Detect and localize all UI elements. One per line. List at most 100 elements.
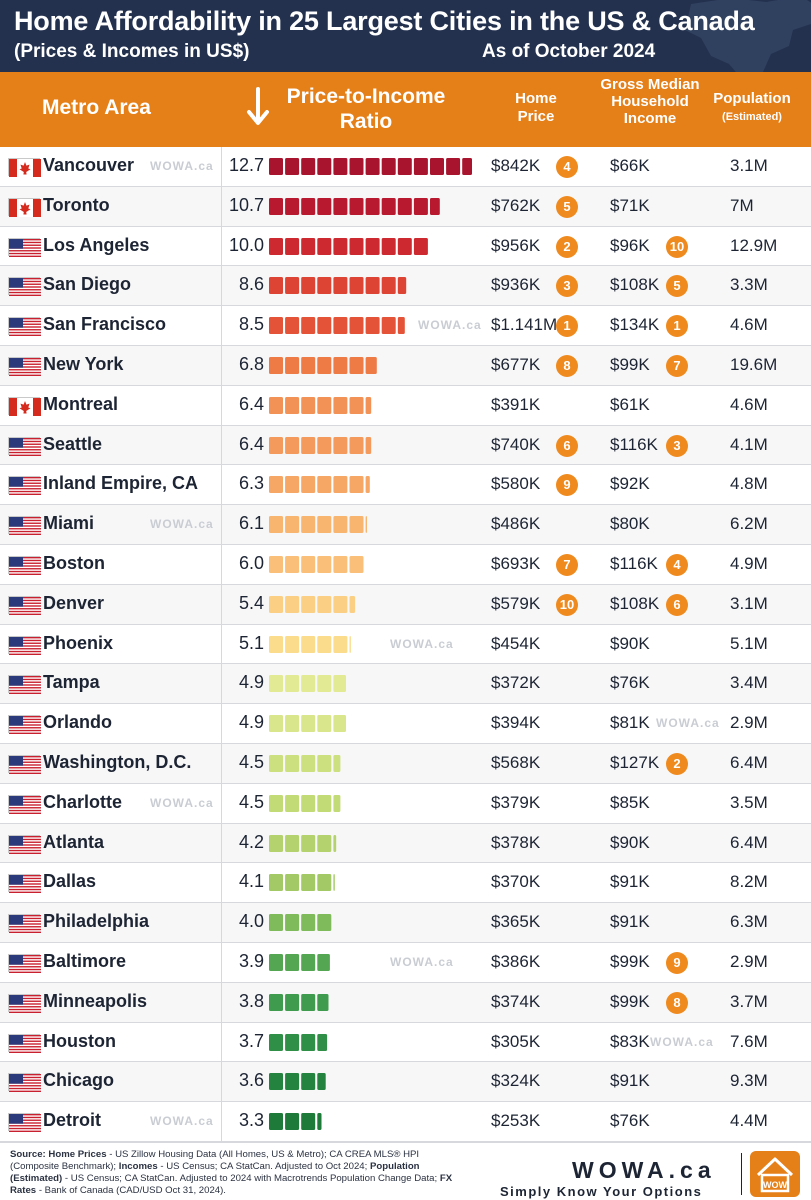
bar-segment — [301, 914, 316, 932]
source-population-label: Population (Estimated) — [10, 1161, 420, 1184]
bar-segment — [365, 197, 380, 215]
bar-segment — [301, 356, 316, 374]
bar-segment — [269, 158, 283, 175]
column-divider — [221, 465, 222, 505]
bar-segment — [269, 675, 283, 693]
bar-segment — [397, 277, 407, 295]
ratio-bar-svg — [269, 197, 440, 215]
source-incomes-label: Incomes — [118, 1161, 158, 1172]
bar-segment — [285, 237, 300, 255]
city-name: Detroit — [43, 1110, 101, 1131]
bar-segment — [317, 794, 332, 812]
table-row: Inland Empire, CA 6.3 $580K 9 $92K 4.8M — [0, 465, 811, 506]
household-income: $83K — [610, 1031, 650, 1051]
household-income: $99K — [610, 951, 650, 971]
watermark-text: WOWA.ca — [418, 318, 482, 333]
bar-segment — [301, 317, 316, 335]
population-value: 4.6M — [730, 315, 768, 335]
bar-segment — [269, 874, 283, 892]
bar-segment — [333, 436, 348, 454]
bar-segment — [301, 1073, 316, 1091]
ratio-bar-svg — [269, 914, 332, 932]
ratio-bar-svg — [269, 555, 364, 573]
bar-segment — [285, 953, 300, 971]
population-value: 4.6M — [730, 394, 768, 414]
income-rank-badge: 10 — [666, 235, 688, 258]
city-name: Inland Empire, CA — [43, 473, 199, 494]
usa-flag-icon — [8, 317, 41, 337]
home-price: $842K — [491, 156, 541, 175]
watermark-text: WOWA.ca — [390, 636, 454, 651]
bar-segment — [285, 874, 300, 892]
ratio-value: 8.6 — [238, 274, 264, 295]
population-header-note: (Estimated) — [722, 111, 782, 123]
logo-text: WOW — [763, 1180, 787, 1190]
ratio-bar — [269, 993, 489, 1012]
usa-flag-icon — [8, 874, 41, 894]
bar-segment — [333, 834, 337, 852]
home-price: $365K — [491, 912, 541, 932]
population-value: 3.3M — [730, 275, 768, 295]
bar-segment — [349, 356, 364, 374]
ratio-bar-svg — [269, 396, 372, 414]
usa-flag-icon — [8, 993, 41, 1013]
income-rank-badge: 7 — [666, 354, 688, 377]
ratio-bar-svg — [269, 317, 405, 335]
bar-segment — [333, 595, 348, 613]
watermark-text: WOWA.ca — [390, 954, 454, 969]
city-name: Miami — [43, 513, 95, 534]
bar-segment — [397, 158, 412, 175]
usa-flag-icon — [8, 516, 41, 536]
bar-segment — [365, 516, 367, 534]
ratio-bar — [269, 1033, 489, 1052]
bar-segment — [413, 158, 428, 175]
chart-title: Home Affordability in 25 Largest Cities … — [14, 6, 755, 36]
table-row: Orlando 4.9 $394K $81K 2.9M WOWA.ca — [0, 704, 811, 744]
ratio-value: 4.0 — [238, 911, 264, 932]
city-name: Dallas — [43, 871, 97, 892]
ratio-bar — [269, 555, 489, 574]
population-header-label: Population — [713, 90, 791, 107]
table-row: San Diego 8.6 $936K 3 $108K 5 3.3M — [0, 266, 811, 307]
table-row: Toronto 10.7 $762K 5 $71K 7M — [0, 186, 811, 227]
bar-segment — [269, 516, 283, 534]
ratio-bar-svg — [269, 516, 367, 534]
table-row: Washington, D.C. 4.5 $568K $127K 2 6.4M — [0, 743, 811, 784]
bar-segment — [462, 158, 472, 175]
chart-subtitle: (Prices & Incomes in US$) — [14, 41, 250, 62]
price-rank-badge: 5 — [556, 195, 578, 218]
watermark-text: WOWA.ca — [650, 1034, 714, 1049]
bar-segment — [269, 237, 283, 255]
bar-segment — [317, 396, 332, 414]
bar-segment — [269, 436, 283, 454]
ratio-value: 3.6 — [238, 1070, 264, 1091]
table-row: San Francisco 8.5 $1.141M 1 $134K 1 4.6M WOWA.c… — [0, 306, 811, 346]
bar-segment — [269, 476, 283, 494]
usa-flag-icon — [8, 1033, 41, 1053]
household-income: $90K — [610, 633, 650, 653]
title-bar: Home Affordability in 25 Largest Cities … — [0, 0, 811, 72]
home-price: $372K — [491, 673, 541, 693]
table-row: Miami 6.1 $486K $80K 6.2M WOWA.ca — [0, 505, 811, 545]
table-row: Montreal 6.4 $391K $61K 4.6M — [0, 385, 811, 426]
city-name: Orlando — [43, 712, 113, 733]
city-name: Toronto — [43, 194, 110, 215]
bar-segment — [317, 595, 332, 613]
watermark-text: WOWA.ca — [150, 1114, 214, 1129]
bar-segment — [333, 715, 346, 733]
bar-segment — [333, 874, 335, 892]
bar-segment — [317, 436, 332, 454]
bar-segment — [333, 675, 346, 693]
price-rank-badge: 4 — [556, 156, 578, 178]
source-note: Source: Home Prices - US Zillow Housing … — [10, 1149, 470, 1197]
household-income: $61K — [610, 394, 650, 414]
ratio-bar — [269, 715, 489, 733]
ratio-bar-svg — [269, 675, 346, 693]
bar-segment — [301, 476, 316, 494]
usa-flag-icon — [8, 436, 41, 456]
ratio-value: 8.5 — [238, 314, 264, 335]
ratio-bar — [269, 1073, 489, 1091]
bar-segment — [285, 1113, 300, 1131]
bar-segment — [349, 396, 364, 414]
population-value: 6.3M — [730, 912, 768, 932]
